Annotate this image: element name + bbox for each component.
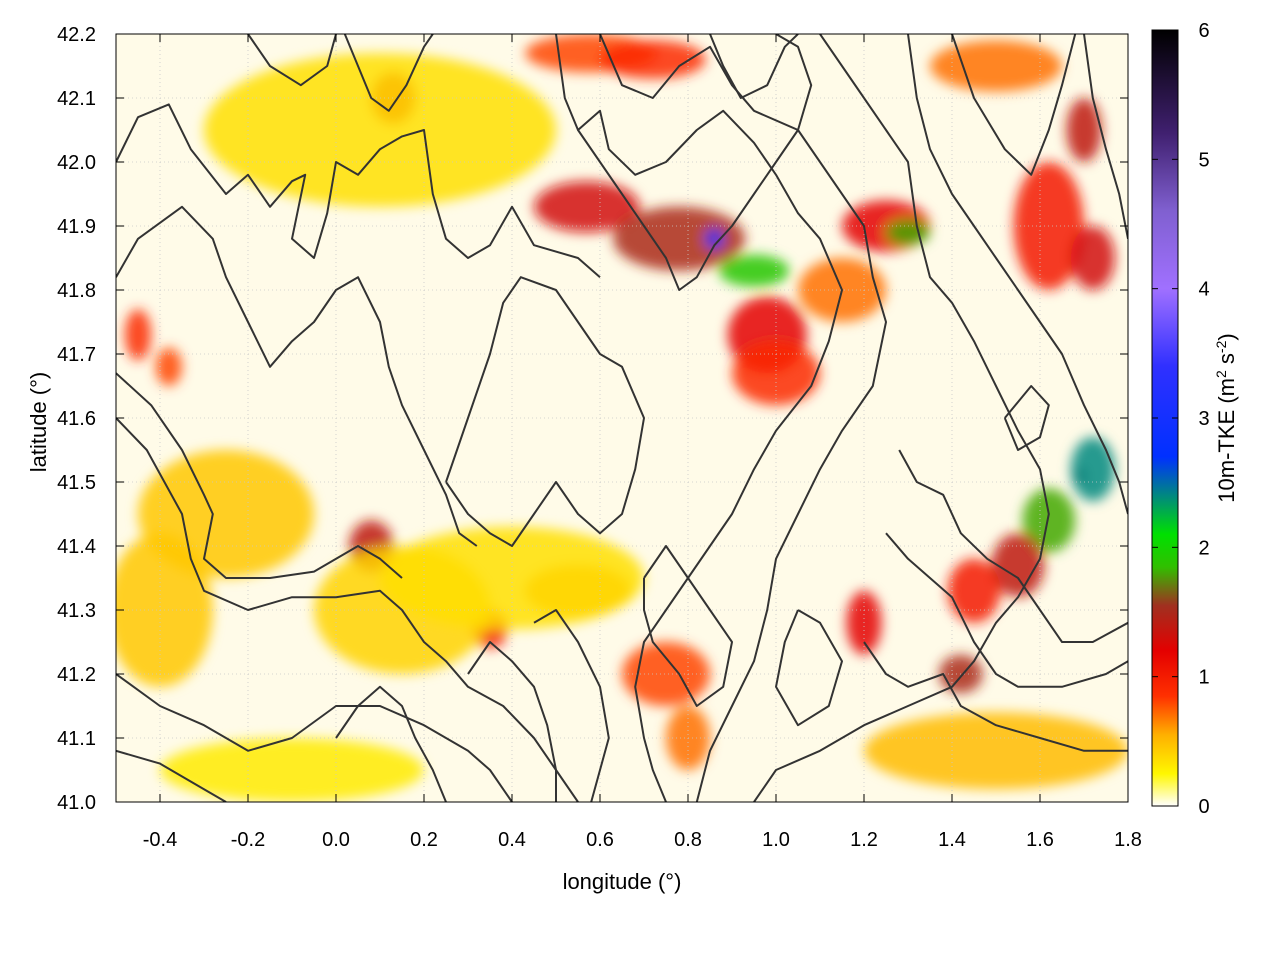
colorbar-tick-label: 5 bbox=[1198, 149, 1209, 171]
contour-line bbox=[343, 34, 434, 112]
y-tick-label: 41.4 bbox=[57, 536, 96, 558]
contour-line bbox=[335, 685, 447, 802]
y-tick-label: 41.6 bbox=[57, 408, 96, 430]
y-tick-labels: 41.0 41.1 41.2 41.3 41.4 41.5 41.6 41.7 41.8 41.9… bbox=[57, 24, 96, 814]
x-tick-label: 1.0 bbox=[762, 829, 790, 851]
axis-ticks bbox=[116, 33, 1129, 803]
colorbar-title-sup2: -2 bbox=[1213, 340, 1229, 353]
terrain-contours bbox=[116, 34, 1128, 802]
x-tick-label: -0.4 bbox=[143, 829, 177, 851]
tke-hotspot bbox=[160, 738, 424, 802]
contour-line bbox=[116, 417, 579, 802]
colorbar-title: 10m-TKE (m2 s-2) bbox=[1213, 333, 1239, 502]
tke-hotspot bbox=[718, 254, 790, 287]
tke-hotspot bbox=[864, 712, 1128, 790]
colorbar-tick-label: 0 bbox=[1198, 796, 1209, 818]
colorbar-tick-label: 6 bbox=[1198, 20, 1209, 42]
tke-hotspot bbox=[155, 347, 182, 386]
contour-line bbox=[116, 673, 513, 802]
plot-area bbox=[115, 33, 1129, 803]
tke-hotspot bbox=[613, 206, 746, 271]
contour-line bbox=[116, 372, 403, 579]
y-axis-title: latitude (°) bbox=[26, 372, 51, 473]
contour-line bbox=[116, 205, 478, 547]
y-tick-label: 42.0 bbox=[57, 152, 96, 174]
contour-line bbox=[907, 34, 1128, 515]
y-tick-label: 41.3 bbox=[57, 600, 96, 622]
colorbar-tick-label: 4 bbox=[1198, 279, 1209, 301]
contour-line bbox=[753, 34, 1050, 802]
tke-hotspot bbox=[534, 181, 640, 233]
colorbar-title-main: 10m-TKE (m bbox=[1214, 378, 1239, 503]
tke-hotspot bbox=[124, 309, 152, 361]
x-tick-label: 0.4 bbox=[498, 829, 526, 851]
y-tick-label: 41.8 bbox=[57, 280, 96, 302]
y-tick-label: 41.2 bbox=[57, 664, 96, 686]
tke-hotspot bbox=[947, 558, 1001, 623]
x-tick-label: 0.8 bbox=[674, 829, 702, 851]
y-tick-label: 41.7 bbox=[57, 344, 96, 366]
contour-line bbox=[467, 641, 557, 802]
x-tick-label: 1.6 bbox=[1026, 829, 1054, 851]
y-tick-label: 42.1 bbox=[57, 88, 96, 110]
colorbar-tick-label: 1 bbox=[1198, 667, 1209, 689]
tke-hotspot bbox=[991, 533, 1045, 598]
contour-line bbox=[533, 609, 610, 802]
y-tick-label: 41.9 bbox=[57, 216, 96, 238]
colorbar-ticks: 0 1 2 3 4 5 6 bbox=[1152, 20, 1210, 818]
y-tick-label: 42.2 bbox=[57, 24, 96, 46]
contour-line bbox=[1083, 34, 1128, 239]
colorbar-title-mid: s bbox=[1214, 353, 1239, 370]
tke-hotspot bbox=[1070, 437, 1115, 502]
contour-line bbox=[247, 34, 337, 87]
contour-line bbox=[643, 545, 733, 707]
tke-hotspot bbox=[1066, 98, 1102, 162]
x-tick-label: 0.6 bbox=[586, 829, 614, 851]
contour-line bbox=[599, 34, 887, 802]
contour-line bbox=[1003, 385, 1050, 451]
colorbar-title-end: ) bbox=[1214, 333, 1239, 340]
x-tick-label: 0.2 bbox=[410, 829, 438, 851]
y-tick-label: 41.0 bbox=[57, 792, 96, 814]
contour-line bbox=[116, 103, 601, 278]
contour-line bbox=[863, 641, 1128, 752]
tke-hotspot bbox=[600, 40, 706, 79]
x-axis-title: longitude (°) bbox=[563, 869, 682, 894]
tke-hotspot bbox=[732, 341, 820, 406]
tke-hotspot bbox=[1070, 226, 1115, 290]
contour-line bbox=[898, 449, 1128, 643]
x-tick-labels: -0.4 -0.2 0.0 0.2 0.4 0.6 0.8 1.0 1.2 1.4 1.6 1.8 bbox=[143, 829, 1142, 851]
tke-hotspot bbox=[705, 229, 724, 249]
contour-line bbox=[885, 532, 1128, 688]
x-tick-label: 0.0 bbox=[322, 829, 350, 851]
x-tick-label: 1.8 bbox=[1114, 829, 1142, 851]
tke-hotspot bbox=[886, 219, 930, 246]
contour-line bbox=[709, 34, 799, 99]
contour-line bbox=[775, 609, 843, 727]
contour-line bbox=[116, 749, 227, 802]
contour-line bbox=[445, 276, 645, 547]
tke-hotspot bbox=[204, 53, 556, 207]
colorbar-title-sup1: 2 bbox=[1213, 370, 1229, 378]
tke-hotspot bbox=[930, 40, 1062, 92]
x-tick-label: 1.2 bbox=[850, 829, 878, 851]
y-tick-label: 41.5 bbox=[57, 472, 96, 494]
x-tick-label: 1.4 bbox=[938, 829, 966, 851]
x-tick-label: -0.2 bbox=[231, 829, 265, 851]
y-tick-label: 41.1 bbox=[57, 728, 96, 750]
colorbar-tick-label: 2 bbox=[1198, 537, 1209, 559]
contour-line bbox=[951, 34, 1077, 176]
contour-line bbox=[555, 34, 843, 802]
colorbar-tick-label: 3 bbox=[1198, 408, 1209, 430]
contour-line bbox=[577, 34, 813, 291]
tke-hotspot bbox=[1022, 488, 1076, 553]
